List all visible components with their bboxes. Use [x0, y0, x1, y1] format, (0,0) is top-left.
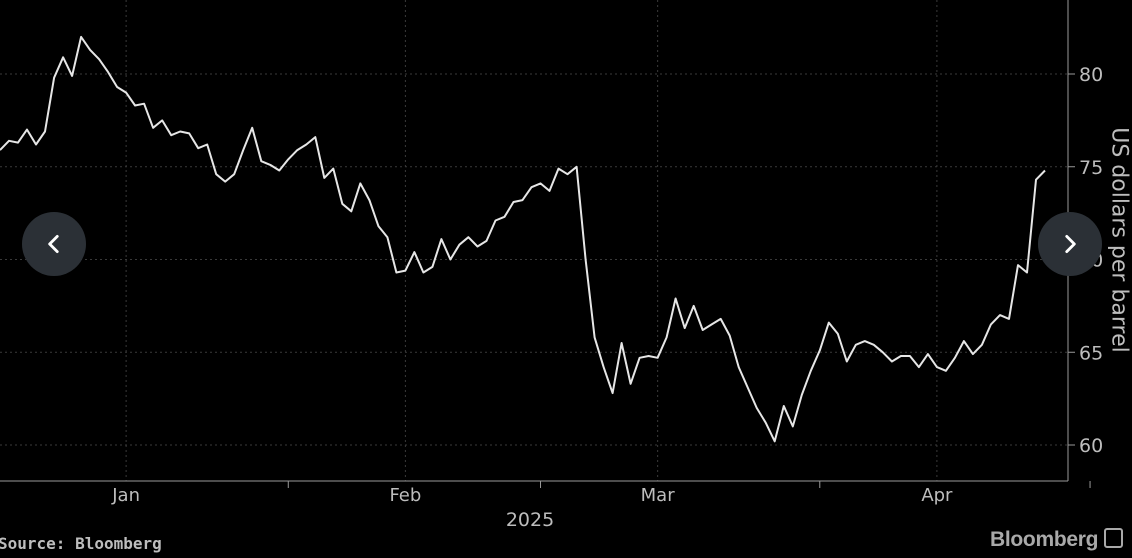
y-tick-label: 65 [1079, 342, 1103, 364]
y-tick-label: 80 [1079, 64, 1103, 86]
bloomberg-terminal-icon [1104, 528, 1124, 548]
bloomberg-logo: Bloomberg [990, 528, 1124, 552]
price-series-line [0, 35, 1046, 443]
source-note: Source: Bloomberg [0, 534, 162, 553]
y-axis-label: US dollars per barrel [1106, 127, 1132, 353]
y-tick-label: 60 [1079, 435, 1103, 457]
x-axis-year-label: 2025 [506, 509, 554, 531]
chevron-right-icon [1065, 235, 1076, 253]
brand-name: Bloomberg [990, 528, 1099, 551]
previous-button[interactable] [22, 212, 86, 276]
x-tick-label: Jan [111, 485, 140, 506]
grid-lines [0, 0, 1068, 481]
tick-labels: 6065707580JanFebMarAprMayJun [111, 64, 1103, 506]
y-tick-label: 75 [1079, 157, 1103, 179]
x-tick-label: Feb [389, 485, 421, 506]
x-tick-label: Mar [641, 485, 676, 506]
next-button[interactable] [1038, 212, 1102, 276]
axes [0, 0, 1091, 488]
chevron-left-icon [48, 235, 59, 253]
x-tick-label: Apr [921, 485, 953, 506]
